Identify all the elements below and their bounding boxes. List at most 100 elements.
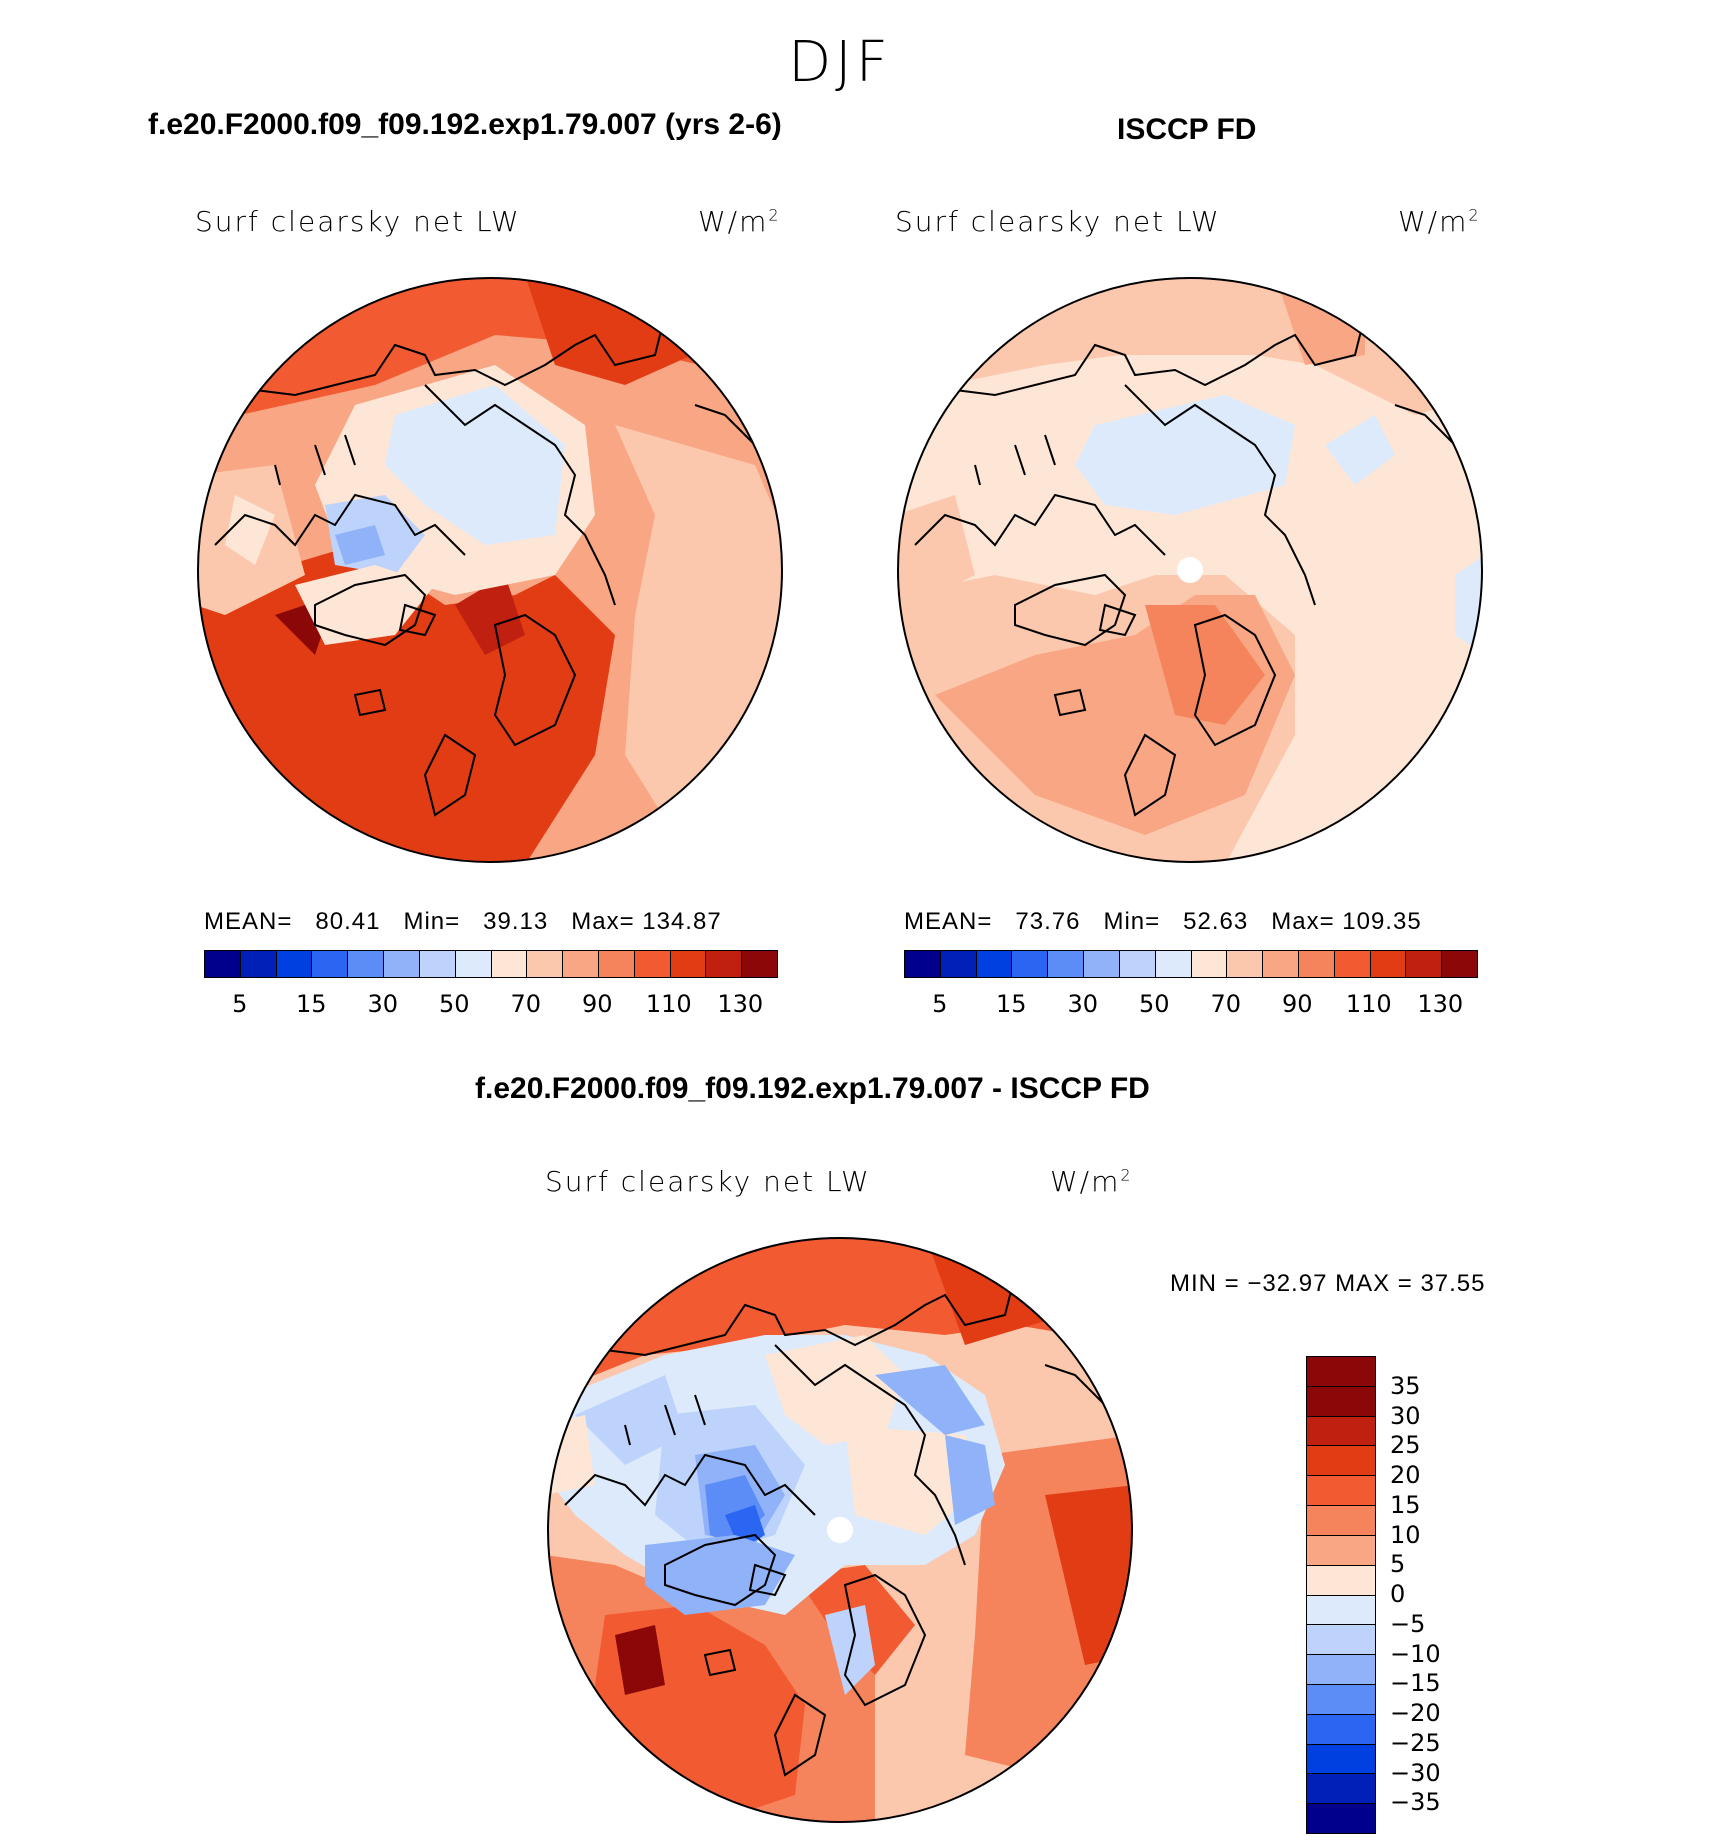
colorbar-tick-label: 70 <box>510 990 542 1018</box>
colorbar-swatch <box>384 951 420 977</box>
colorbar-tick-label: 50 <box>438 990 470 1018</box>
colorbar-swatch <box>905 951 941 977</box>
colorbar-tick-label: −10 <box>1390 1639 1441 1668</box>
colorbar-tick-label: −5 <box>1390 1609 1426 1638</box>
colorbar-tick-label: 110 <box>645 990 692 1018</box>
figure-title: DJF <box>788 30 892 95</box>
colorbar-swatch <box>455 951 492 977</box>
colorbar-swatch <box>1307 1804 1375 1833</box>
colorbar-swatch <box>706 951 743 977</box>
colorbar-swatch <box>205 951 241 977</box>
colorbar-tick-label: 70 <box>1210 990 1242 1018</box>
diff-colorbar <box>1306 1356 1376 1834</box>
colorbar-tick-label: 90 <box>1281 990 1313 1018</box>
obs-panel-title: ISCCP FD <box>1117 113 1257 146</box>
colorbar-swatch <box>1307 1655 1375 1685</box>
colorbar-swatch <box>348 951 385 977</box>
colorbar-swatch <box>1307 1744 1375 1775</box>
colorbar-swatch <box>1307 1446 1375 1477</box>
colorbar-tick-label: 25 <box>1390 1431 1421 1460</box>
colorbar-swatch <box>1307 1684 1375 1715</box>
colorbar-tick-label: −35 <box>1390 1788 1441 1817</box>
colorbar-swatch <box>742 951 777 977</box>
colorbar-swatch <box>1227 951 1264 977</box>
colorbar-swatch <box>1012 951 1049 977</box>
colorbar-swatch <box>976 951 1013 977</box>
colorbar-swatch <box>312 951 349 977</box>
colorbar-swatch <box>940 951 977 977</box>
obs-polar-map <box>897 277 1483 863</box>
model-variable-label: Surf clearsky net LW <box>195 205 521 238</box>
colorbar-tick-label: 30 <box>1067 990 1099 1018</box>
colorbar-tick-label: 130 <box>717 990 764 1018</box>
colorbar-swatch <box>1307 1774 1375 1805</box>
colorbar-tick-label: 20 <box>1390 1461 1421 1489</box>
model-polar-map <box>197 277 783 863</box>
colorbar-tick-label: −25 <box>1390 1728 1441 1757</box>
colorbar-swatch <box>1119 951 1156 977</box>
colorbar-tick-label: 30 <box>1390 1401 1421 1430</box>
model-colorbar-ticks: 5 15 30 50 70 90 110 130 <box>204 990 776 1020</box>
colorbar-swatch <box>670 951 707 977</box>
colorbar-swatch <box>1307 1595 1375 1626</box>
diff-variable-label: Surf clearsky net LW <box>545 1165 871 1198</box>
colorbar-tick-label: 5 <box>1390 1550 1406 1579</box>
colorbar-swatch <box>634 951 671 977</box>
diff-units-label: W/m2 <box>1050 1165 1133 1198</box>
colorbar-tick-label: 30 <box>367 990 399 1018</box>
colorbar-swatch <box>1334 951 1371 977</box>
colorbar-swatch <box>1406 951 1443 977</box>
colorbar-swatch <box>1298 951 1335 977</box>
colorbar-tick-label: 15 <box>295 990 327 1018</box>
colorbar-swatch <box>1307 1357 1375 1387</box>
colorbar-tick-label: 5 <box>232 990 248 1018</box>
colorbar-swatch <box>1307 1714 1375 1745</box>
colorbar-swatch <box>240 951 277 977</box>
colorbar-swatch <box>491 951 528 977</box>
diff-polar-map <box>547 1237 1133 1823</box>
colorbar-swatch <box>1191 951 1228 977</box>
colorbar-swatch <box>1307 1625 1375 1656</box>
model-colorbar <box>204 950 778 978</box>
colorbar-tick-label: 110 <box>1345 990 1392 1018</box>
model-stats: MEAN= 80.41 Min= 39.13 Max= 134.87 <box>204 908 722 935</box>
colorbar-swatch <box>1048 951 1085 977</box>
colorbar-tick-label: 5 <box>932 990 948 1018</box>
colorbar-swatch <box>1155 951 1192 977</box>
colorbar-tick-label: 90 <box>581 990 613 1018</box>
diff-minmax: MIN = −32.97 MAX = 37.55 <box>1170 1270 1486 1297</box>
colorbar-tick-label: 15 <box>995 990 1027 1018</box>
model-panel-title: f.e20.F2000.f09_f09.192.exp1.79.007 (yrs… <box>148 108 782 141</box>
colorbar-swatch <box>1263 951 1299 977</box>
colorbar-tick-label: 130 <box>1417 990 1464 1018</box>
diff-colorbar-ticks: 35 30 25 20 15 10 5 0 −5 −10 −15 −20 −25 −30 −35 <box>1390 1356 1490 1832</box>
colorbar-swatch <box>598 951 635 977</box>
colorbar-tick-label: −30 <box>1390 1758 1441 1787</box>
colorbar-swatch <box>419 951 456 977</box>
colorbar-swatch <box>1442 951 1477 977</box>
colorbar-tick-label: −20 <box>1390 1699 1441 1727</box>
colorbar-tick-label: −15 <box>1390 1669 1441 1698</box>
colorbar-swatch <box>1307 1386 1375 1417</box>
colorbar-swatch <box>1307 1416 1375 1447</box>
colorbar-tick-label: 0 <box>1390 1580 1406 1608</box>
colorbar-tick-label: 10 <box>1390 1520 1421 1549</box>
colorbar-swatch <box>1307 1565 1375 1596</box>
colorbar-tick-label: 50 <box>1138 990 1170 1018</box>
colorbar-swatch <box>563 951 599 977</box>
colorbar-tick-label: 15 <box>1390 1490 1421 1519</box>
obs-units-label: W/m2 <box>1398 205 1481 238</box>
model-units-label: W/m2 <box>698 205 781 238</box>
obs-stats: MEAN= 73.76 Min= 52.63 Max= 109.35 <box>904 908 1422 935</box>
colorbar-swatch <box>1307 1506 1375 1536</box>
colorbar-swatch <box>1307 1535 1375 1566</box>
obs-variable-label: Surf clearsky net LW <box>895 205 1221 238</box>
colorbar-swatch <box>276 951 313 977</box>
colorbar-tick-label: 35 <box>1390 1371 1421 1400</box>
colorbar-swatch <box>1370 951 1407 977</box>
obs-colorbar <box>904 950 1478 978</box>
obs-colorbar-ticks: 5 15 30 50 70 90 110 130 <box>904 990 1476 1020</box>
diff-panel-title: f.e20.F2000.f09_f09.192.exp1.79.007 - IS… <box>475 1072 1150 1105</box>
colorbar-swatch <box>1307 1476 1375 1507</box>
colorbar-swatch <box>527 951 564 977</box>
